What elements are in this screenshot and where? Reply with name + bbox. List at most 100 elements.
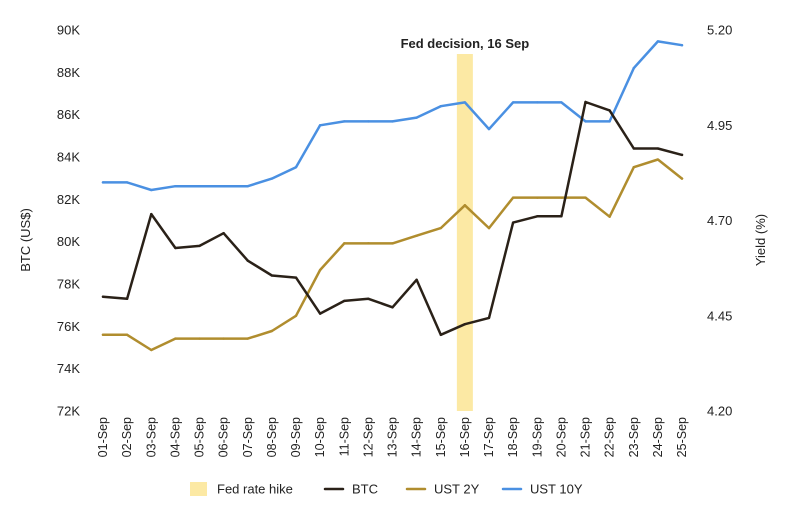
- data-point-btc: [584, 100, 587, 104]
- data-point-btc: [150, 212, 153, 216]
- data-point-btc: [294, 276, 298, 279]
- x-tick-label: 01-Sep: [96, 417, 110, 457]
- data-point-btc: [222, 232, 225, 235]
- data-point-ust-2y: [294, 314, 298, 317]
- data-point-ust-10y: [101, 181, 105, 184]
- x-tick-label: 13-Sep: [386, 417, 400, 457]
- highlight-band-fed-rate-hike: [456, 54, 473, 411]
- data-point-ust-10y: [439, 105, 442, 108]
- legend: Fed rate hike BTC UST 2Y UST 10Y: [190, 482, 583, 497]
- x-tick-label: 22-Sep: [603, 417, 617, 457]
- legend-label-ust-2y: UST 2Y: [434, 482, 480, 497]
- data-point-ust-10y: [584, 120, 587, 123]
- x-tick-label: 12-Sep: [361, 417, 375, 457]
- x-tick-label: 08-Sep: [265, 417, 279, 457]
- data-point-btc: [318, 312, 322, 315]
- data-point-ust-10y: [680, 44, 684, 47]
- data-point-ust-2y: [246, 337, 249, 340]
- data-point-ust-2y: [222, 337, 225, 340]
- left-tick-label: 72K: [57, 404, 80, 419]
- data-point-btc: [680, 153, 684, 157]
- data-point-btc: [174, 246, 177, 250]
- data-point-ust-2y: [174, 337, 177, 340]
- left-axis-title: BTC (US$): [18, 208, 33, 272]
- annotation-fed-decision: Fed decision, 16 Sep: [401, 36, 530, 51]
- x-tick-label: 06-Sep: [217, 417, 231, 457]
- legend-label-ust-10y: UST 10Y: [530, 482, 583, 497]
- data-point-ust-10y: [632, 66, 635, 70]
- right-tick-label: 4.70: [707, 213, 732, 228]
- data-point-btc: [101, 295, 105, 298]
- data-point-ust-2y: [198, 337, 201, 340]
- data-point-btc: [391, 306, 394, 309]
- data-point-ust-10y: [150, 188, 153, 192]
- highlight-layer: [456, 54, 473, 411]
- right-axis-title: Yield (%): [753, 214, 768, 266]
- left-tick-label: 82K: [57, 192, 80, 207]
- x-tick-label: 23-Sep: [627, 417, 641, 457]
- legend-swatch-fed-rate-hike: [190, 482, 207, 496]
- data-point-btc: [198, 244, 201, 248]
- data-point-ust-10y: [294, 165, 298, 169]
- data-point-ust-2y: [391, 242, 394, 245]
- data-point-ust-2y: [680, 177, 684, 180]
- series-line-btc: [101, 100, 684, 337]
- data-point-btc: [415, 278, 418, 281]
- x-tick-label: 02-Sep: [120, 417, 134, 457]
- data-point-ust-2y: [463, 204, 467, 207]
- right-tick-label: 4.95: [707, 118, 732, 133]
- data-point-ust-2y: [560, 196, 563, 199]
- x-tick-label: 25-Sep: [675, 417, 689, 457]
- data-point-ust-10y: [560, 101, 563, 104]
- data-point-ust-10y: [125, 181, 129, 184]
- x-tick-label: 11-Sep: [337, 417, 351, 456]
- x-tick-label: 15-Sep: [434, 417, 448, 457]
- data-point-ust-10y: [246, 185, 249, 188]
- data-point-ust-2y: [608, 215, 611, 218]
- data-point-ust-10y: [511, 101, 515, 104]
- series-line-ust-2y: [101, 158, 684, 352]
- data-point-btc: [125, 297, 129, 301]
- data-point-ust-10y: [198, 185, 201, 188]
- series-line-ust-10y: [101, 40, 684, 192]
- left-tick-label: 78K: [57, 277, 80, 292]
- data-point-ust-10y: [656, 40, 660, 43]
- data-point-ust-10y: [608, 120, 611, 123]
- data-point-ust-10y: [367, 120, 370, 123]
- data-point-ust-2y: [511, 196, 515, 199]
- data-point-btc: [608, 109, 611, 112]
- data-point-btc: [487, 316, 491, 320]
- legend-label-fed-rate-hike: Fed rate hike: [217, 482, 293, 497]
- right-tick-label: 4.45: [707, 308, 732, 323]
- x-tick-label: 09-Sep: [289, 417, 303, 457]
- x-tick-label: 04-Sep: [168, 417, 182, 457]
- data-point-ust-2y: [487, 226, 491, 230]
- data-point-btc: [246, 259, 249, 262]
- data-point-ust-2y: [343, 242, 346, 245]
- left-tick-label: 84K: [57, 150, 80, 165]
- x-tick-label: 20-Sep: [554, 417, 568, 457]
- data-point-ust-2y: [150, 348, 153, 352]
- legend-item-fed-rate-hike: Fed rate hike: [190, 482, 293, 497]
- x-tick-label: 19-Sep: [530, 417, 544, 457]
- data-point-btc: [656, 147, 660, 150]
- data-point-btc: [536, 215, 539, 218]
- left-tick-label: 90K: [57, 23, 80, 38]
- x-tick-label: 17-Sep: [482, 417, 496, 457]
- legend-label-btc: BTC: [352, 482, 378, 497]
- data-point-btc: [632, 147, 635, 150]
- data-point-ust-10y: [463, 101, 467, 104]
- x-tick-label: 21-Sep: [579, 417, 593, 457]
- data-point-btc: [343, 299, 346, 303]
- data-point-ust-10y: [415, 116, 418, 119]
- right-tick-label: 4.20: [707, 404, 732, 419]
- data-point-ust-2y: [101, 333, 105, 336]
- data-point-ust-10y: [270, 177, 274, 180]
- data-point-ust-2y: [318, 268, 322, 272]
- data-point-ust-10y: [487, 127, 491, 131]
- data-point-btc: [463, 323, 467, 326]
- legend-item-btc: BTC: [323, 482, 378, 497]
- data-point-ust-10y: [343, 120, 346, 123]
